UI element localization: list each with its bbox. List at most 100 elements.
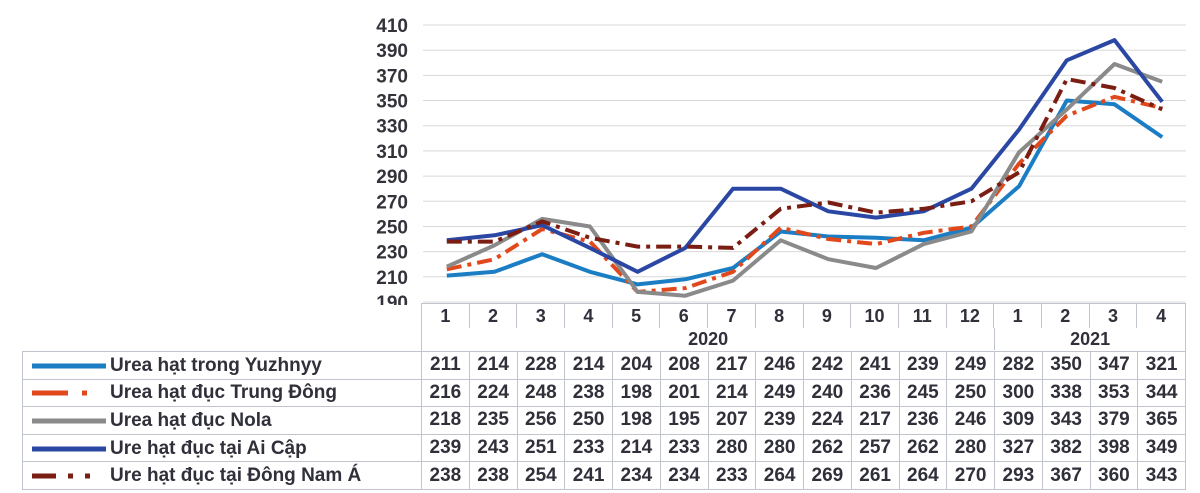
x-axis-month-row: 1 2 3 4 5 6 7 8 9 10 11 12 1 2 3 4 <box>422 304 1185 328</box>
price-value-cell: 239 <box>422 434 470 463</box>
price-value-cell: 350 <box>1042 352 1091 380</box>
y-axis-tick-label: 290 <box>376 167 408 188</box>
price-value-cell: 224 <box>804 407 852 435</box>
price-value-cell: 214 <box>613 434 661 463</box>
price-value-cell: 233 <box>660 434 709 463</box>
x-axis-month-label: 2 <box>470 304 518 328</box>
price-value-cell: 241 <box>851 352 900 380</box>
series-line-yuzhnyy <box>446 98 1164 287</box>
price-value-cell: 242 <box>804 352 852 380</box>
x-axis-month-label: 4 <box>1156 305 1167 326</box>
table-row-nola: Urea hạt đục Nola 218 235 256 250 198 195 207 23… <box>23 407 1186 435</box>
price-value-cell: 257 <box>851 434 900 463</box>
price-value-cell: 349 <box>1138 434 1186 463</box>
price-value-cell: 293 <box>995 462 1043 490</box>
x-axis-month-label: 5 <box>613 304 661 328</box>
price-value-cell: 367 <box>1042 462 1091 490</box>
x-axis-month-label: 11 <box>899 304 947 328</box>
y-axis-tick-label: 310 <box>376 142 408 163</box>
x-axis-category-header: 1 2 3 4 5 6 7 8 9 10 11 12 1 2 3 4 2020 2021 <box>421 303 1186 351</box>
price-value-cell: 249 <box>947 352 995 380</box>
price-data-table: Urea hạt trong Yuzhnyy 211 214 228 214 204 208… <box>22 351 1186 490</box>
x-axis-month-label: 4 <box>565 304 613 328</box>
price-value-cell: 217 <box>851 407 900 435</box>
legend-line-swatch-yuzhnyy <box>32 363 106 369</box>
price-value-cell: 256 <box>517 407 566 435</box>
price-value-cell: 240 <box>804 379 852 408</box>
legend-item-yuzhnyy: Urea hạt trong Yuzhnyy <box>23 352 422 380</box>
price-value-cell: 233 <box>708 462 757 490</box>
price-value-cell: 201 <box>660 379 709 408</box>
price-value-cell: 195 <box>660 407 709 435</box>
price-value-cell: 245 <box>899 379 948 408</box>
price-value-cell: 282 <box>995 352 1043 380</box>
price-value-cell: 217 <box>708 352 757 380</box>
price-value-cell: 343 <box>1042 407 1091 435</box>
x-axis-month-label: 12 <box>947 304 995 328</box>
price-value-cell: 236 <box>851 379 900 408</box>
legend-label-dong-nam-a: Ure hạt đục tại Đông Nam Á <box>110 465 362 487</box>
price-value-cell: 365 <box>1138 407 1186 435</box>
price-value-cell: 233 <box>565 434 613 463</box>
price-value-cell: 344 <box>1138 379 1186 408</box>
price-value-cell: 246 <box>756 352 804 380</box>
price-value-cell: 207 <box>708 407 757 435</box>
price-value-cell: 243 <box>469 434 518 463</box>
price-value-cell: 251 <box>517 434 566 463</box>
price-value-cell: 238 <box>422 462 470 490</box>
price-value-cell: 218 <box>422 407 470 435</box>
x-axis-month-label: 6 <box>660 304 709 328</box>
legend-item-trung-dong: Urea hạt đục Trung Đông <box>23 379 422 408</box>
price-value-cell: 347 <box>1090 352 1139 380</box>
price-value-cell: 235 <box>469 407 518 435</box>
series-line-dong-nam-a <box>446 77 1164 250</box>
price-value-cell: 234 <box>660 462 709 490</box>
y-axis-tick-label: 250 <box>376 218 408 239</box>
y-axis-tick-label: 330 <box>376 117 408 138</box>
table-row-ai-cap: Ure hạt đục tại Ai Cập 239 243 251 233 214 233… <box>23 434 1186 463</box>
price-value-cell: 382 <box>1042 434 1091 463</box>
price-value-cell: 208 <box>660 352 709 380</box>
line-chart-plot: 410 390 370 350 330 310 290 270 250 230 210 190 <box>376 16 1186 305</box>
price-value-cell: 211 <box>422 352 470 380</box>
price-value-cell: 249 <box>756 379 804 408</box>
price-value-cell: 248 <box>517 379 566 408</box>
price-value-cell: 228 <box>517 352 566 380</box>
price-value-cell: 280 <box>947 434 995 463</box>
price-value-cell: 214 <box>708 379 757 408</box>
price-value-cell: 238 <box>565 379 613 408</box>
x-axis-year-label: 2021 <box>994 328 1185 350</box>
price-value-cell: 264 <box>899 462 948 490</box>
y-axis-tick-label: 390 <box>376 41 408 62</box>
price-value-cell: 239 <box>756 407 804 435</box>
price-value-cell: 198 <box>613 379 661 408</box>
price-value-cell: 241 <box>565 462 613 490</box>
price-value-cell: 214 <box>469 352 518 380</box>
price-value-cell: 262 <box>899 434 948 463</box>
table-row-dong-nam-a: Ure hạt đục tại Đông Nam Á 238 238 254 241 23… <box>23 462 1186 490</box>
x-axis-month-label: 7 <box>708 304 756 328</box>
price-value-cell: 254 <box>517 462 566 490</box>
price-value-cell: 239 <box>899 352 948 380</box>
x-axis-year-label: 2020 <box>688 328 729 349</box>
price-value-cell: 338 <box>1042 379 1091 408</box>
x-axis-month-label: 9 <box>804 304 852 328</box>
price-value-cell: 238 <box>469 462 518 490</box>
x-axis-month-label: 10 <box>851 304 899 328</box>
y-axis-tick-label: 230 <box>376 243 408 264</box>
legend-label-ai-cap: Ure hạt đục tại Ai Cập <box>110 437 307 459</box>
price-value-cell: 264 <box>756 462 804 490</box>
legend-label-yuzhnyy: Urea hạt trong Yuzhnyy <box>110 354 322 376</box>
x-axis-month-label: 2 <box>1042 304 1090 328</box>
y-axis-tick-label: 370 <box>376 66 408 87</box>
y-axis-tick-label: 210 <box>376 268 408 289</box>
price-value-cell: 236 <box>899 407 948 435</box>
price-value-cell: 224 <box>469 379 518 408</box>
x-axis-month-label: 1 <box>994 304 1042 328</box>
legend-label-trung-dong: Urea hạt đục Trung Đông <box>110 382 337 404</box>
price-value-cell: 327 <box>995 434 1043 463</box>
price-value-cell: 343 <box>1138 462 1186 490</box>
legend-line-swatch-dong-nam-a <box>32 473 106 479</box>
x-axis-month-label: 3 <box>1090 304 1138 328</box>
